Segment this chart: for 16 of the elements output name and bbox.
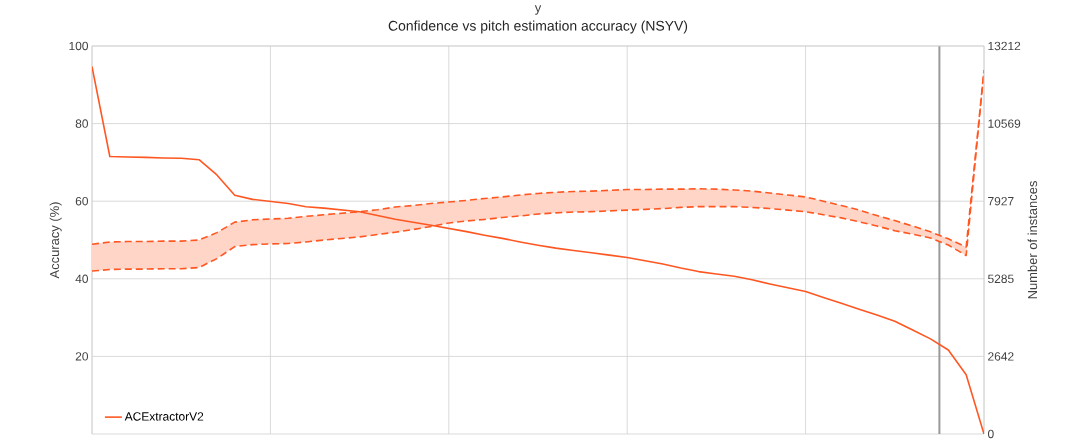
chart-title: Confidence vs pitch estimation accuracy (NSYV) bbox=[388, 20, 688, 34]
y2-tick-label: 2642 bbox=[988, 352, 1014, 361]
y2-axis-title: Number of instances bbox=[1027, 181, 1038, 299]
legend-label: ACExtractorV2 bbox=[124, 412, 204, 421]
y2-tick-label: 10569 bbox=[988, 119, 1021, 129]
y-tick-label: 100 bbox=[69, 41, 89, 51]
y2-tick-label: 0 bbox=[987, 429, 994, 439]
text: y bbox=[534, 5, 542, 15]
y-axis-title: Accuracy (%) bbox=[49, 202, 62, 279]
y-tick-label: 20 bbox=[75, 352, 89, 361]
y-tick-label: 60 bbox=[75, 197, 89, 206]
y-tick-label: 40 bbox=[75, 274, 89, 284]
y2-tick-label: 13212 bbox=[988, 41, 1021, 51]
y2-tick-label: 5285 bbox=[988, 274, 1014, 284]
y-tick-label: 80 bbox=[75, 119, 89, 129]
y2-tick-label: 7927 bbox=[988, 197, 1014, 206]
